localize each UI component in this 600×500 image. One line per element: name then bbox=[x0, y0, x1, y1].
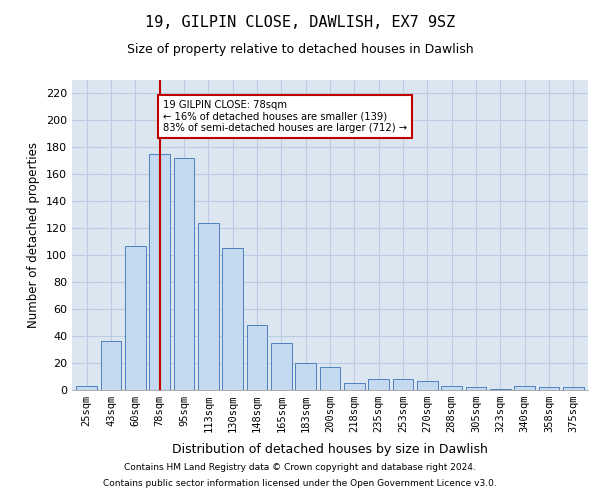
Text: Size of property relative to detached houses in Dawlish: Size of property relative to detached ho… bbox=[127, 42, 473, 56]
Bar bbox=[368, 379, 389, 390]
Bar bbox=[466, 388, 487, 390]
Bar bbox=[295, 363, 316, 390]
Bar bbox=[344, 384, 365, 390]
Bar bbox=[222, 248, 243, 390]
Bar bbox=[149, 154, 170, 390]
Bar bbox=[417, 380, 438, 390]
Bar bbox=[514, 386, 535, 390]
Bar bbox=[76, 386, 97, 390]
Text: Contains HM Land Registry data © Crown copyright and database right 2024.: Contains HM Land Registry data © Crown c… bbox=[124, 464, 476, 472]
Bar bbox=[392, 379, 413, 390]
Bar bbox=[125, 246, 146, 390]
X-axis label: Distribution of detached houses by size in Dawlish: Distribution of detached houses by size … bbox=[172, 444, 488, 456]
Bar bbox=[198, 223, 218, 390]
Bar bbox=[563, 388, 584, 390]
Bar bbox=[490, 388, 511, 390]
Bar bbox=[247, 326, 268, 390]
Bar bbox=[271, 343, 292, 390]
Text: 19, GILPIN CLOSE, DAWLISH, EX7 9SZ: 19, GILPIN CLOSE, DAWLISH, EX7 9SZ bbox=[145, 15, 455, 30]
Bar bbox=[320, 367, 340, 390]
Bar bbox=[539, 388, 559, 390]
Bar bbox=[173, 158, 194, 390]
Y-axis label: Number of detached properties: Number of detached properties bbox=[28, 142, 40, 328]
Text: Contains public sector information licensed under the Open Government Licence v3: Contains public sector information licen… bbox=[103, 478, 497, 488]
Text: 19 GILPIN CLOSE: 78sqm
← 16% of detached houses are smaller (139)
83% of semi-de: 19 GILPIN CLOSE: 78sqm ← 16% of detached… bbox=[163, 100, 407, 134]
Bar bbox=[101, 342, 121, 390]
Bar bbox=[442, 386, 462, 390]
